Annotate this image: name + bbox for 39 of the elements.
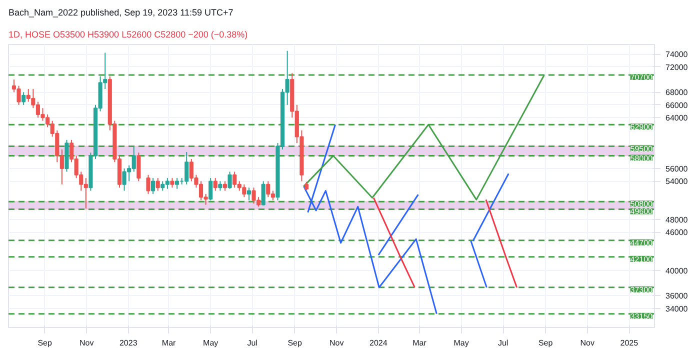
ref-line-label: 44700 xyxy=(630,238,654,248)
ref-line-label: 33150 xyxy=(630,312,654,321)
x-tick-label: Jul xyxy=(498,338,508,348)
x-tick-label: Nov xyxy=(330,338,344,348)
x-tick-label: Mar xyxy=(412,338,427,348)
text: Bach_Nam_2022 published, Sep 19, 2023 11:59 UTC+7 xyxy=(8,8,234,18)
ref-line-label: 59500 xyxy=(630,144,654,154)
y-tick-label: 66000 xyxy=(666,100,688,110)
y-tick-label: 34000 xyxy=(666,304,688,314)
y-tick-label: 48000 xyxy=(666,215,688,224)
x-tick-label: Mar xyxy=(162,338,176,348)
y-tick-label: 54000 xyxy=(666,177,688,186)
y-tick-label: 74000 xyxy=(666,50,688,60)
x-tick-label: May xyxy=(203,338,218,348)
y-tick-label: 72000 xyxy=(666,62,688,72)
ref-line-label: 58000 xyxy=(630,154,654,163)
x-tick-label: 2025 xyxy=(620,338,639,348)
ref-line-label: 50800 xyxy=(630,200,654,209)
x-tick-label: 2024 xyxy=(370,338,388,348)
y-tick-label: 64000 xyxy=(666,114,688,123)
x-tick-label: Sep xyxy=(38,338,52,348)
ref-line-label: 37300 xyxy=(630,285,654,294)
y-tick-label: 36000 xyxy=(666,292,688,301)
x-tick-label: May xyxy=(454,338,469,348)
ref-line-label: 42100 xyxy=(630,254,654,264)
ref-line-label: 70700 xyxy=(630,73,654,82)
y-tick-label: 56000 xyxy=(666,164,688,174)
y-tick-label: 40000 xyxy=(666,266,688,276)
x-tick-label: Sep xyxy=(538,338,554,348)
x-tick-label: Nov xyxy=(580,338,594,348)
y-tick-label: 46000 xyxy=(666,228,688,238)
x-tick-label: Sep xyxy=(288,338,303,348)
x-tick-label: 2023 xyxy=(119,338,138,348)
chart-title: 1D, HOSE O53500 H53900 L52600 C52800 −200 (−0.38%) xyxy=(8,30,248,40)
ref-line-label: 62900 xyxy=(630,122,654,132)
y-tick-label: 68000 xyxy=(666,88,688,98)
x-tick-label: Nov xyxy=(79,338,94,348)
ref-line-label: 49600 xyxy=(630,207,654,216)
x-tick-label: Jul xyxy=(247,338,258,348)
